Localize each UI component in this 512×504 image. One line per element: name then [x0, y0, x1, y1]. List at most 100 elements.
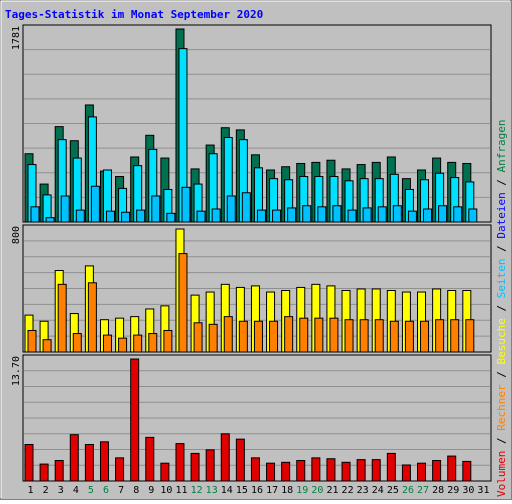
legend-entry-besuche: Besuche: [495, 318, 508, 364]
bar-visits-rechner-day-27: [420, 320, 430, 353]
bar-visits-rechner-day-23: [359, 319, 369, 353]
bar-volume-volumen-day-20: [311, 457, 321, 482]
bar-volume-volumen-day-11: [175, 443, 185, 482]
bar-volume-volumen-day-3: [54, 460, 64, 482]
bar-visits-rechner-day-12: [193, 322, 203, 353]
bar-volume-volumen-day-28: [432, 460, 442, 482]
x-tick-label-day-3: 3: [58, 485, 64, 496]
bar-visits-rechner-day-26: [404, 320, 414, 353]
legend-entry-volumen: Volumen: [495, 451, 508, 497]
chart-title: Tages-Statistik im Monat September 2020: [5, 8, 263, 21]
bar-hits-seiten-day-7: [121, 211, 131, 223]
bar-hits-seiten-day-17: [272, 209, 282, 223]
x-tick-label-day-16: 16: [251, 485, 263, 496]
panel-hits-ymax-label: 1781: [11, 26, 22, 50]
legend-entry-dateien: Dateien: [495, 192, 508, 238]
bar-visits-rechner-day-4: [72, 333, 82, 353]
bar-hits-seiten-day-25: [392, 205, 402, 223]
bar-visits-rechner-day-17: [269, 320, 279, 353]
bar-hits-seiten-day-27: [423, 208, 433, 223]
x-tick-label-day-18: 18: [281, 485, 293, 496]
bar-hits-seiten-day-9: [151, 195, 161, 223]
bar-hits-seiten-day-14: [226, 195, 236, 223]
panel-visits: 800: [11, 224, 492, 353]
bar-volume-volumen-day-27: [417, 462, 427, 482]
bar-visits-rechner-day-22: [344, 319, 354, 353]
bar-volume-volumen-day-9: [145, 436, 155, 482]
x-tick-label-day-29: 29: [447, 485, 459, 496]
bar-volume-volumen-day-30: [462, 460, 472, 482]
bar-volume-volumen-day-25: [386, 452, 396, 482]
bar-visits-rechner-day-1: [27, 329, 37, 353]
bar-volume-volumen-day-13: [205, 449, 215, 482]
bar-volume-volumen-day-8: [130, 358, 140, 482]
bar-volume-volumen-day-1: [24, 443, 34, 482]
chart-panels: 1781 800 13.70: [11, 24, 492, 482]
legend-separator: /: [495, 431, 508, 451]
bar-hits-seiten-day-1: [30, 206, 40, 223]
bar-hits-seiten-day-11: [181, 186, 191, 223]
bar-volume-volumen-day-24: [371, 459, 381, 482]
panel-hits: 1781: [11, 24, 492, 223]
bar-visits-rechner-day-29: [450, 319, 460, 353]
bar-volume-volumen-day-22: [341, 461, 351, 482]
bar-hits-seiten-day-20: [317, 206, 327, 223]
bar-hits-seiten-day-24: [377, 206, 387, 223]
x-axis-labels: 1 2 3 4 5 6 7 8 9 10 11 12 13 14 15 16 17 18 19 20 21 22 23 24 2…: [28, 485, 490, 496]
panel-visits-ymax-label: 800: [11, 226, 22, 244]
x-tick-label-day-10: 10: [160, 485, 172, 496]
x-tick-label-day-9: 9: [148, 485, 154, 496]
x-tick-label-day-19: 19: [296, 485, 308, 496]
x-tick-label-day-13: 13: [206, 485, 218, 496]
bar-hits-seiten-day-8: [136, 209, 146, 223]
x-tick-label-day-24: 24: [372, 485, 384, 496]
x-tick-label-day-11: 11: [175, 485, 187, 496]
x-tick-label-day-30: 30: [462, 485, 474, 496]
x-tick-label-day-31: 31: [477, 485, 489, 496]
series-legend: Volumen / Rechner / Besuche / Seiten / D…: [495, 119, 508, 497]
bar-visits-rechner-day-10: [163, 329, 173, 353]
bar-visits-rechner-day-18: [284, 316, 294, 353]
bar-volume-volumen-day-26: [401, 464, 411, 482]
bar-volume-volumen-day-14: [220, 433, 230, 482]
bar-volume-volumen-day-5: [84, 443, 94, 482]
legend-entry-rechner: Rechner: [495, 384, 508, 431]
bar-volume-volumen-day-7: [115, 457, 125, 482]
legend-entry-anfragen: Anfragen: [495, 119, 508, 172]
bar-visits-rechner-day-19: [299, 317, 309, 353]
bar-volume-volumen-day-2: [39, 463, 49, 482]
bar-visits-rechner-day-20: [314, 317, 324, 353]
bar-volume-volumen-day-19: [296, 460, 306, 482]
panel-volume: 13.70: [11, 354, 492, 482]
x-tick-label-day-23: 23: [357, 485, 369, 496]
bar-hits-seiten-day-19: [302, 205, 312, 223]
bar-visits-rechner-day-16: [253, 320, 263, 353]
x-tick-label-day-5: 5: [88, 485, 94, 496]
x-tick-label-day-22: 22: [342, 485, 354, 496]
bar-visits-rechner-day-24: [374, 319, 384, 353]
bar-hits-seiten-day-26: [407, 210, 417, 223]
bar-volume-volumen-day-29: [447, 455, 457, 482]
legend-separator: /: [495, 239, 508, 259]
bar-hits-seiten-day-13: [211, 208, 221, 223]
legend-separator: /: [495, 172, 508, 192]
bar-volume-volumen-day-12: [190, 452, 200, 482]
bar-hits-seiten-day-12: [196, 210, 206, 223]
bar-volume-volumen-day-10: [160, 462, 170, 482]
x-tick-label-day-4: 4: [73, 485, 79, 496]
legend-separator: /: [495, 365, 508, 385]
x-tick-label-day-20: 20: [311, 485, 323, 496]
x-tick-label-day-15: 15: [236, 485, 248, 496]
x-tick-label-day-12: 12: [191, 485, 203, 496]
x-tick-label-day-14: 14: [221, 485, 233, 496]
bar-visits-rechner-day-30: [465, 319, 475, 353]
bar-visits-rechner-day-21: [329, 317, 339, 353]
bar-visits-rechner-day-3: [57, 283, 67, 353]
legend-separator: /: [495, 298, 508, 318]
x-tick-label-day-27: 27: [417, 485, 429, 496]
x-tick-label-day-2: 2: [43, 485, 49, 496]
bar-hits-seiten-day-4: [75, 209, 85, 223]
bar-hits-seiten-day-28: [438, 205, 448, 223]
bar-volume-volumen-day-17: [266, 462, 276, 482]
